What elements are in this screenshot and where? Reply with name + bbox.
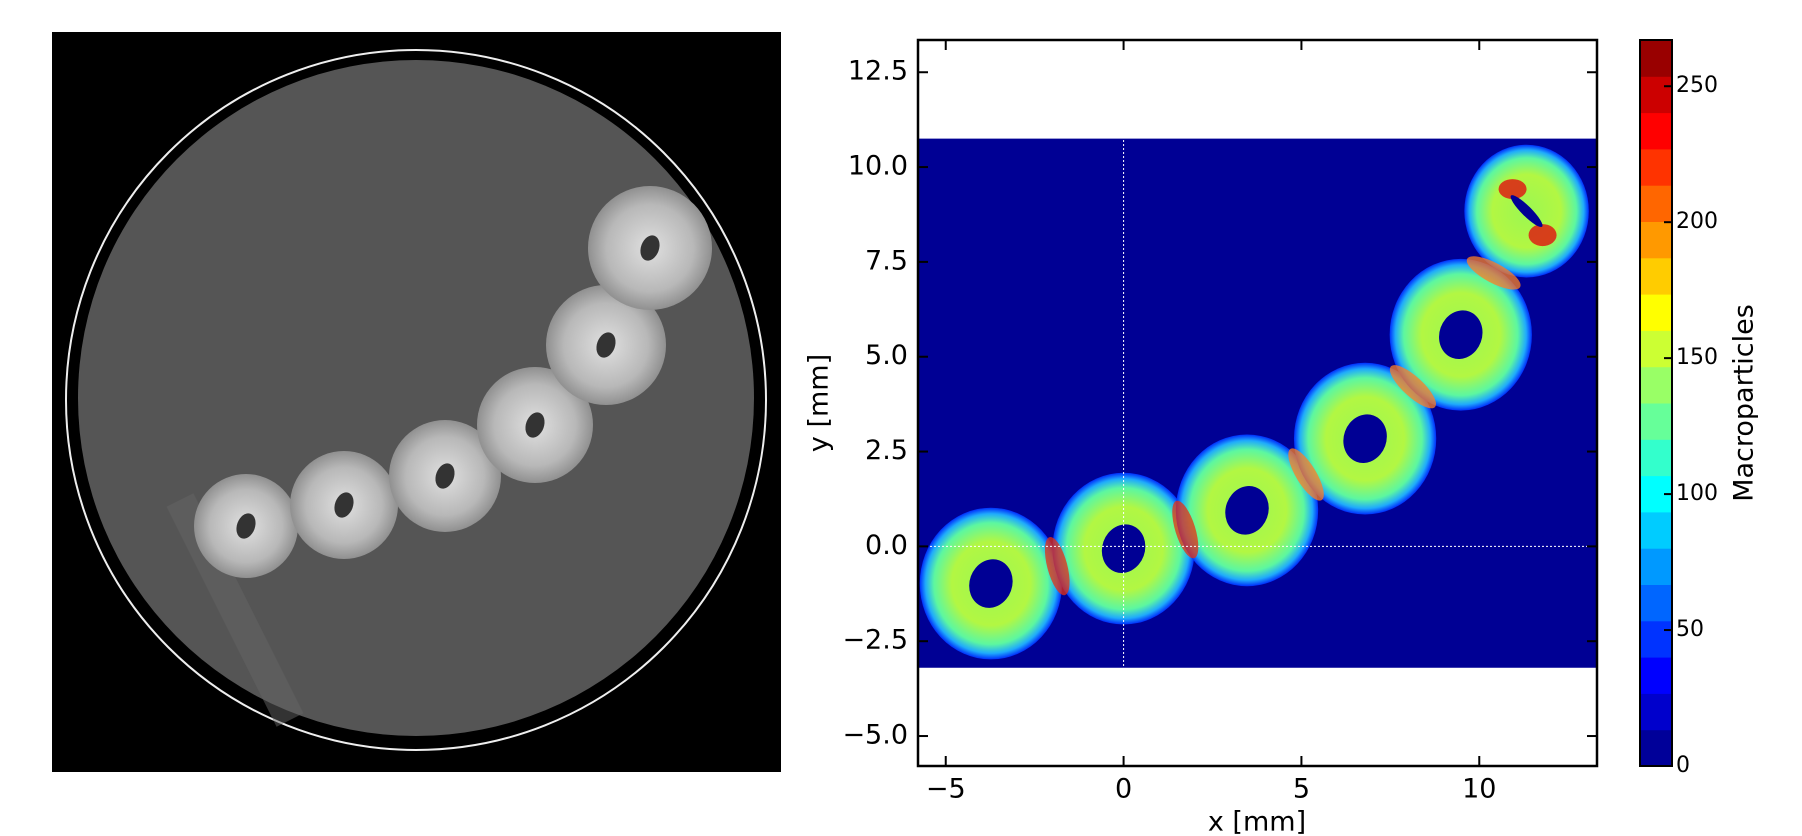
colorbar-band: [1640, 511, 1672, 549]
y-tick-label: 0.0: [865, 530, 908, 561]
colorbar-band: [1640, 148, 1672, 186]
colorbar-band: [1640, 403, 1672, 440]
ring-overlap: [1172, 500, 1199, 559]
ring-hole: [1439, 310, 1483, 360]
ring-overlap: [1288, 448, 1324, 501]
colorbar-tick-label: 150: [1676, 345, 1718, 370]
colorbar-band: [1640, 330, 1672, 368]
plot-frame: [916, 38, 1599, 768]
photo-ring-hole: [596, 332, 616, 358]
y-tick-label: 7.5: [865, 245, 908, 276]
colorbar-band: [1640, 40, 1672, 77]
colorbar-band: [1640, 185, 1672, 222]
x-tick-label: 0: [1115, 774, 1132, 805]
colorbar-frame: [1639, 39, 1673, 767]
x-axis-label: x [mm]: [1208, 807, 1306, 836]
x-tick-label: −5: [926, 774, 966, 805]
colorbar-band: [1640, 294, 1672, 331]
colorbar-tick-label: 200: [1676, 209, 1718, 234]
colorbar-band: [1640, 366, 1672, 404]
y-tick-label: 12.5: [848, 56, 908, 87]
colorbar-band: [1640, 584, 1672, 622]
colorbar-band: [1640, 257, 1672, 295]
colorbar-band: [1640, 221, 1672, 259]
ring-hot-spot: [1498, 179, 1527, 200]
colorbar-band: [1640, 620, 1672, 658]
y-tick-label: 2.5: [865, 435, 908, 466]
photo-ring-hole: [525, 412, 545, 438]
colorbar-band: [1640, 729, 1672, 767]
ring-hole: [969, 559, 1013, 608]
ring-hole: [1225, 486, 1269, 535]
ring-overlap: [1044, 536, 1070, 596]
y-tick-label: 10.0: [848, 151, 908, 182]
ring-hole: [1510, 195, 1543, 228]
colorbar-tick-label: 50: [1676, 617, 1704, 642]
colorbar-label: Macroparticles: [1729, 304, 1760, 502]
colorbar-band: [1640, 548, 1672, 585]
photo-ring-hole: [640, 235, 660, 261]
colorbar-band: [1640, 693, 1672, 731]
y-tick-label: 5.0: [865, 340, 908, 371]
photo: [52, 32, 781, 772]
y-tick-label: −2.5: [842, 625, 908, 656]
photo-ring-hole: [236, 513, 256, 539]
colorbar-band: [1640, 657, 1672, 694]
y-axis-label: y [mm]: [804, 354, 835, 452]
colorbar-band: [1640, 439, 1672, 477]
colorbar-band: [1640, 112, 1672, 150]
colorbar-band: [1640, 76, 1672, 114]
photo-ring-hole: [334, 492, 354, 518]
y-tick-label: −5.0: [842, 720, 908, 751]
x-tick-label: 5: [1293, 774, 1310, 805]
photo-ring-hole: [435, 463, 455, 489]
ring-hole: [1343, 414, 1387, 463]
colorbar-tick-label: 0: [1676, 753, 1690, 778]
x-tick-label: 10: [1462, 774, 1496, 805]
ring-overlap: [1466, 256, 1521, 290]
colorbar-tick-label: 100: [1676, 481, 1718, 506]
ring-hot-spot: [1528, 224, 1557, 247]
rings: [919, 144, 1589, 660]
ring-overlap: [1389, 365, 1437, 409]
colorbar-tick-label: 250: [1676, 73, 1718, 98]
